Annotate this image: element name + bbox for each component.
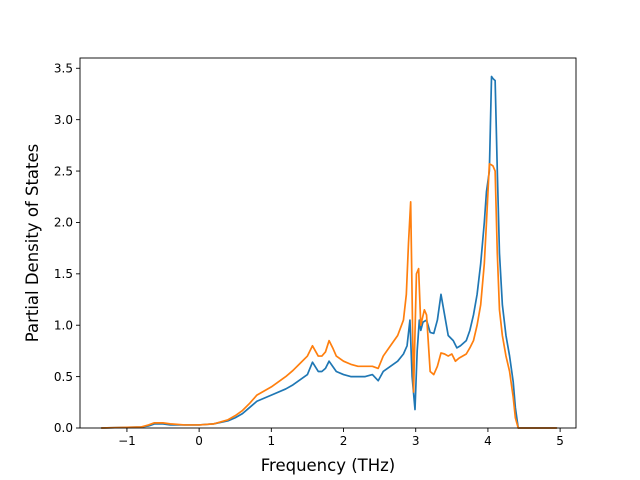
y-tick-label: 2.5 <box>54 164 73 178</box>
y-tick-label: 1.5 <box>54 267 73 281</box>
axes-frame <box>79 57 577 429</box>
y-tick-label: 0.0 <box>54 421 73 435</box>
x-axis-label: Frequency (THz) <box>261 456 396 475</box>
y-tick-label: 3.5 <box>54 61 73 75</box>
series-line-1 <box>100 75 558 429</box>
y-axis-label: Partial Density of States <box>23 144 42 343</box>
x-tick-label: 5 <box>556 434 564 448</box>
x-tick-label: 0 <box>195 434 203 448</box>
y-tick-label: 0.5 <box>54 370 73 384</box>
x-tick-label: 2 <box>340 434 348 448</box>
x-tick-label: −1 <box>118 434 136 448</box>
series-line-2 <box>100 163 558 429</box>
x-axis-ticks: −1 0 1 2 3 4 5 <box>118 428 564 448</box>
x-tick-label: 3 <box>412 434 420 448</box>
y-tick-label: 1.0 <box>54 318 73 332</box>
y-tick-label: 2.0 <box>54 216 73 230</box>
y-axis-ticks: 0.0 0.5 1.0 1.5 2.0 2.5 3.0 3.5 <box>54 61 80 435</box>
series-layer <box>100 75 558 429</box>
x-tick-label: 4 <box>484 434 492 448</box>
x-tick-label: 1 <box>268 434 276 448</box>
y-tick-label: 3.0 <box>54 113 73 127</box>
